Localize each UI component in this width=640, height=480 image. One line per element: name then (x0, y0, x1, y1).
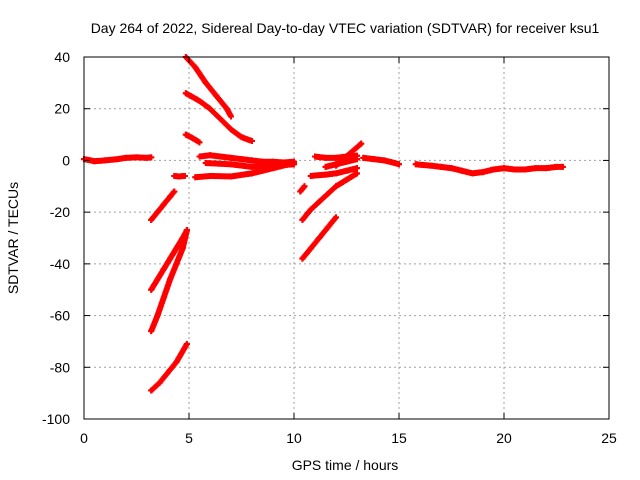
series-fall-10 (182, 131, 203, 146)
y-tick-label: -60 (50, 308, 70, 324)
x-tick-label: 5 (185, 430, 193, 446)
x-tick-label: 15 (391, 430, 407, 446)
x-tick-label: 0 (80, 430, 88, 446)
y-axis-label: SDTVAR / TECUs (5, 182, 21, 294)
series-neg-10-at-10h (297, 183, 308, 195)
series-trace (297, 183, 308, 195)
series-trace (182, 90, 255, 145)
y-tick-label: -100 (42, 411, 70, 427)
axis-ticks: 0 5 10 15 20 25 40 20 0 -20 -40 -60 -80 -100 (42, 49, 617, 446)
series-isolated (333, 140, 365, 169)
series-neg-6-at-4.5h (171, 172, 188, 180)
y-tick-label: 0 (62, 152, 70, 168)
series-base-13-15h (360, 154, 402, 168)
series-trace (148, 341, 190, 394)
series-trace (148, 188, 178, 223)
x-axis-label: GPS time / hours (292, 457, 399, 473)
series-trace (299, 214, 339, 262)
y-tick-label: 20 (54, 101, 70, 117)
series-trace (360, 154, 402, 168)
series-trace (81, 154, 155, 165)
series-trace (412, 161, 566, 177)
y-tick-label: -40 (50, 256, 70, 272)
series-rise-6h (202, 160, 297, 170)
grid-lines (84, 57, 609, 419)
chart-title: Day 264 of 2022, Sidereal Day-to-day VTE… (91, 20, 600, 36)
y-tick-label: 40 (54, 49, 70, 65)
x-tick-label: 20 (496, 430, 512, 446)
data-points (81, 54, 566, 394)
series-trace (148, 227, 190, 335)
series-trace (182, 131, 203, 146)
series-trace (171, 172, 188, 180)
series-rise-10.8h (307, 165, 360, 179)
series-trace (299, 170, 360, 223)
y-tick-label: -80 (50, 359, 70, 375)
series-neg-37 (299, 214, 339, 262)
series-fall-26 (182, 90, 255, 145)
x-tick-label: 25 (601, 430, 617, 446)
y-tick-label: -20 (50, 204, 70, 220)
series-trace (202, 160, 297, 170)
series-neg-22-at-10h (299, 170, 360, 223)
series-neg-88 (148, 341, 190, 394)
series-neg-66 (148, 227, 190, 335)
series-trace (307, 165, 360, 179)
x-tick-label: 10 (286, 430, 302, 446)
series-base-15.8-23h (412, 161, 566, 177)
series-neg-22 (148, 188, 178, 223)
series-base-0-3h (81, 154, 155, 165)
plot-frame (83, 56, 610, 420)
series-trace (333, 140, 365, 169)
